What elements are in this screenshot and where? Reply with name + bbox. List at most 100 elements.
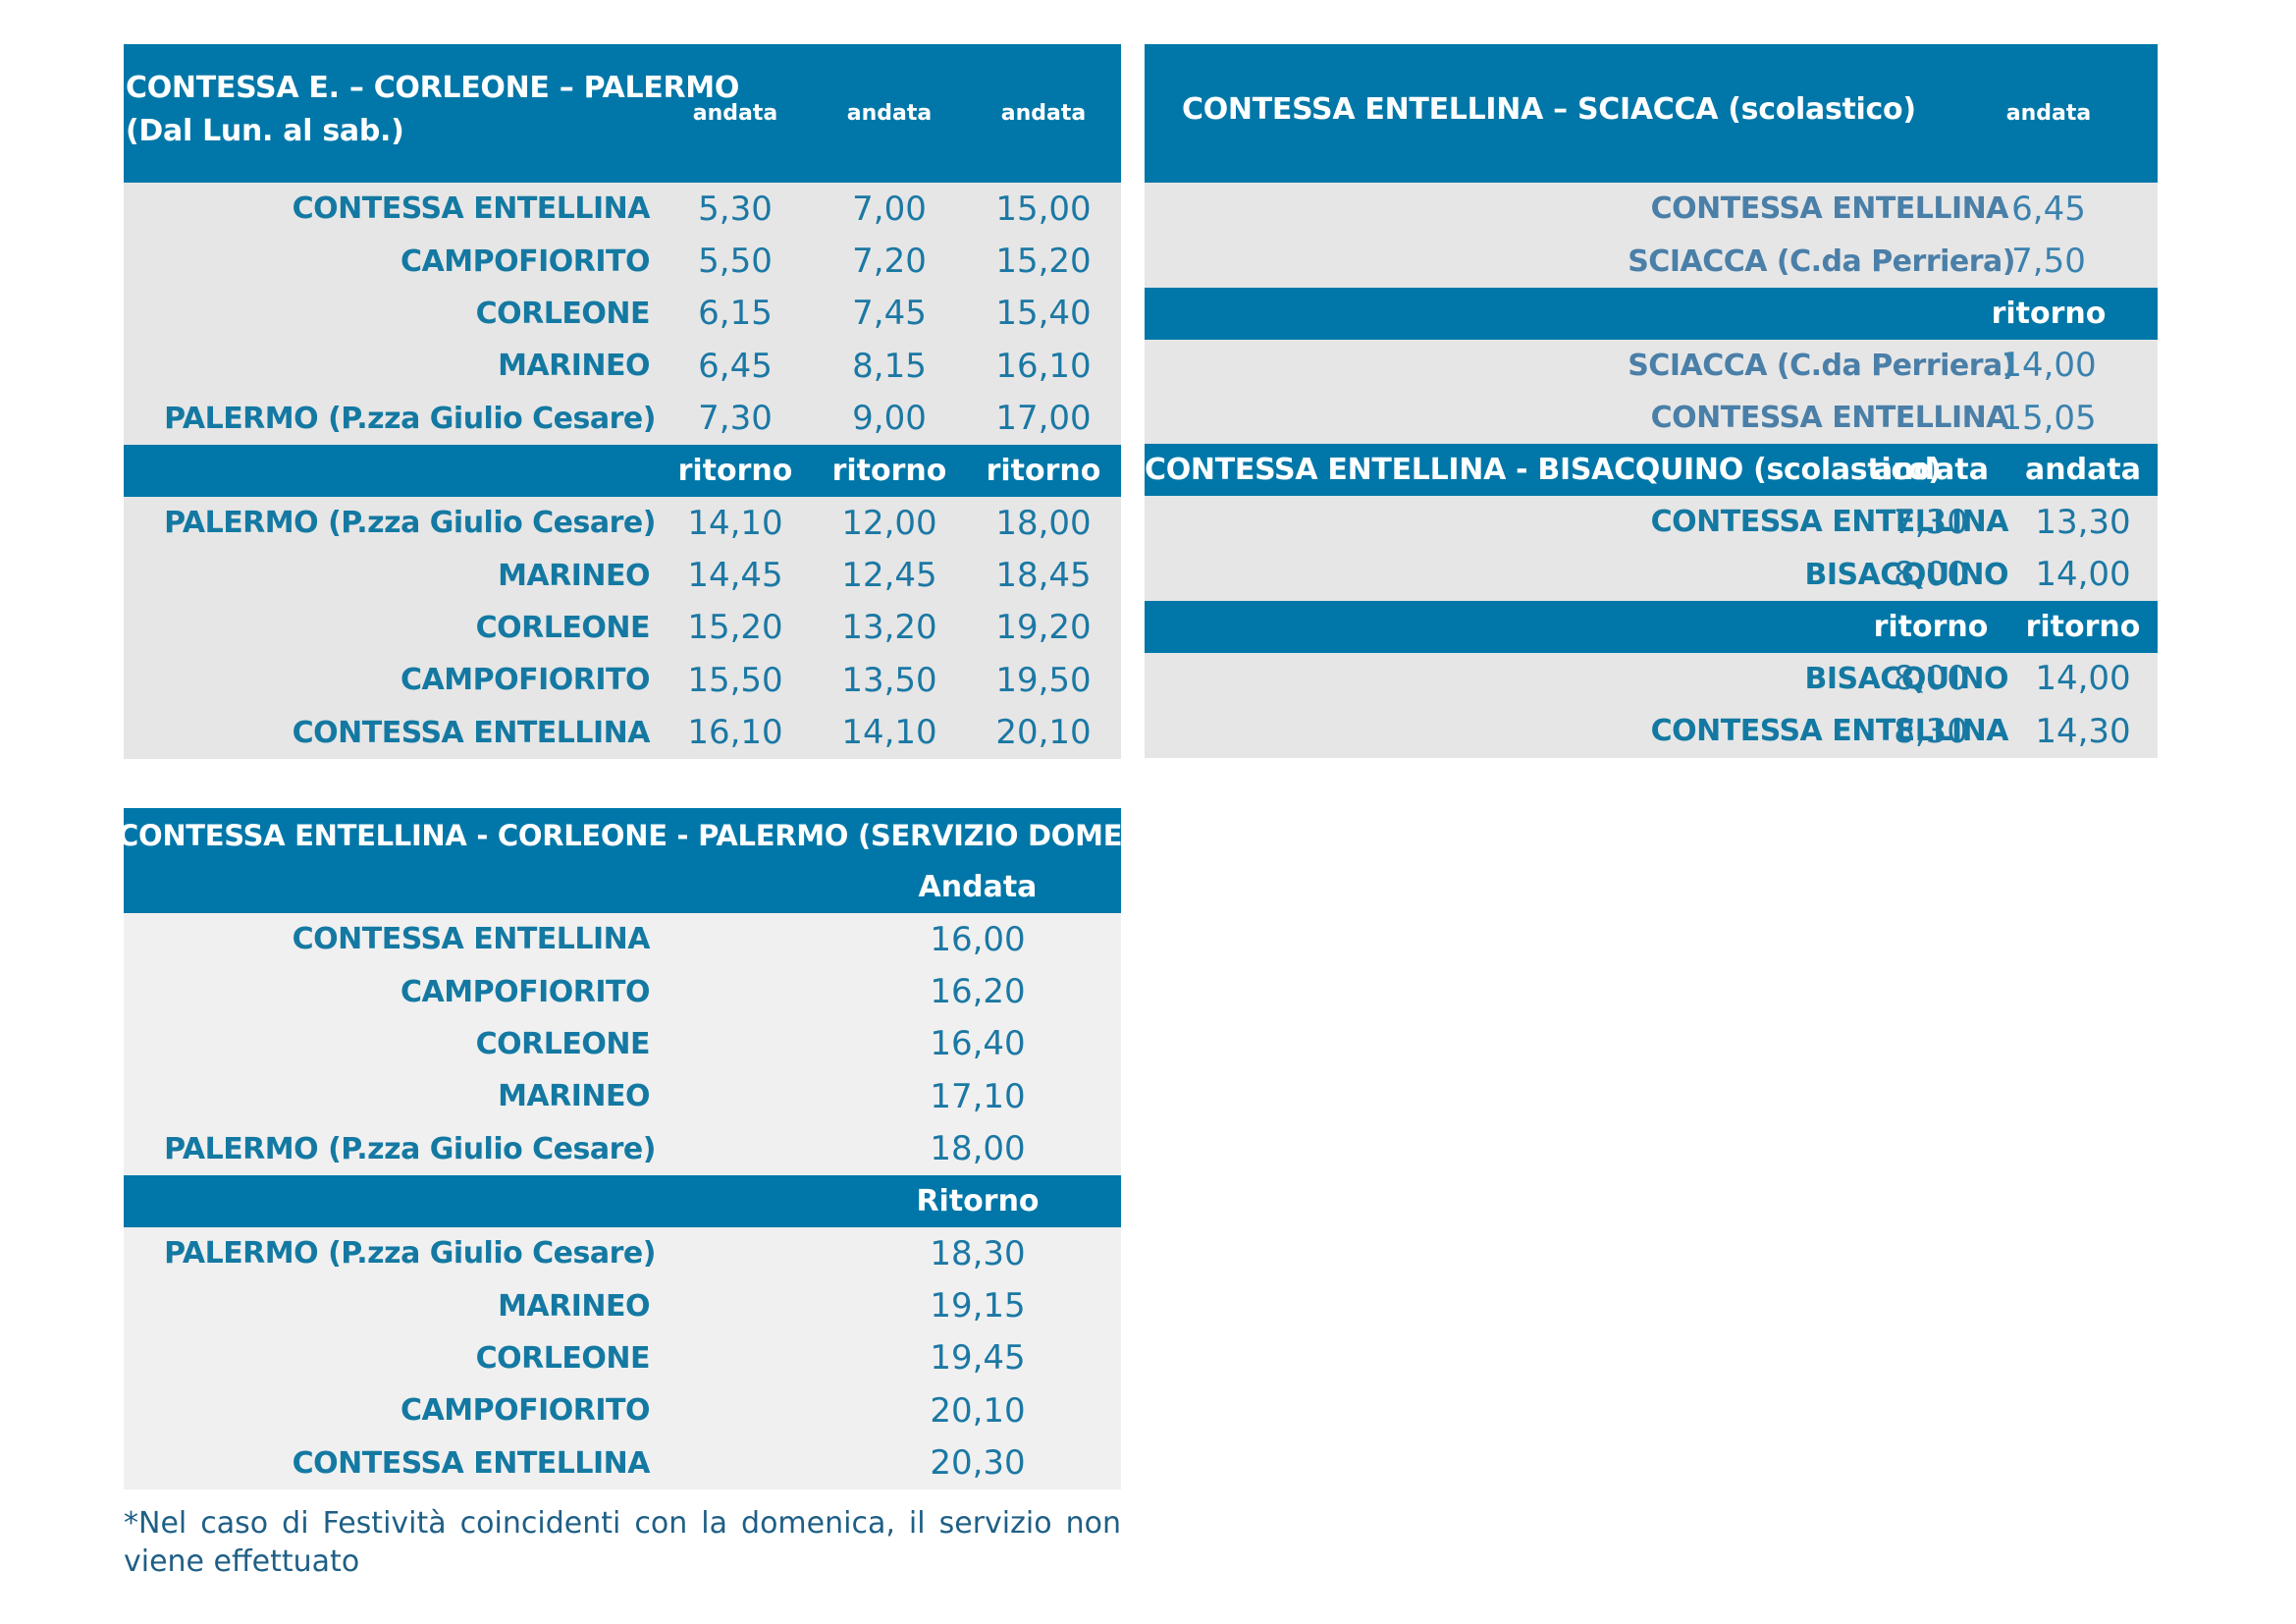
column-header: Ritorno [916,1183,1040,1218]
stop-name: MARINEO [498,1079,650,1114]
table-row: CORLEONE 6,15 7,45 15,40 [124,288,1121,340]
return-header: ritorno ritorno [1145,600,2158,653]
column-header: ritorno [831,453,947,488]
table-row: CAMPOFIORITO 15,50 13,50 19,50 [124,654,1121,706]
column-header: ritorno [1873,609,1989,644]
table-row: CONTESSA ENTELLINA 5,30 7,00 15,00 [124,183,1121,235]
column-header: andata [1873,453,1989,487]
stop-name: MARINEO [498,558,650,593]
stop-name: BISACQUINO [1804,661,2008,696]
table-row: CAMPOFIORITO 20,10 [124,1384,1121,1436]
column-header: ritorno [1991,296,2107,331]
stop-name: CONTESSA ENTELLINA [1650,191,2009,227]
stop-name: PALERMO (P.zza Giulio Cesare) [164,401,656,436]
table-row: CAMPOFIORITO 5,50 7,20 15,20 [124,235,1121,287]
table-row: CONTESSA ENTELLINA 16,00 [124,913,1121,965]
time-cell: 12,00 [841,503,937,543]
time-cell: 14,00 [2035,555,2131,595]
time-cell: 20,10 [930,1390,1026,1431]
timetable-contessa-bisacquino: CONTESSA ENTELLINA - BISACQUINO (scolast… [1145,444,2158,758]
stop-name: CONTESSA ENTELLINA [292,191,651,227]
table-row: CAMPOFIORITO 16,20 [124,965,1121,1017]
time-cell: 7,50 [2011,242,2086,282]
outbound-rows: CONTESSA ENTELLINA 16,00 CAMPOFIORITO 16… [124,913,1121,1175]
time-cell: 15,20 [687,608,783,648]
table-row: MARINEO 17,10 [124,1070,1121,1122]
table-header: CONTESSA ENTELLINA – SCIACCA (scolastico… [1145,44,2158,183]
table-row: MARINEO 19,15 [124,1279,1121,1331]
column-header: andata [2005,101,2092,126]
timetable-sunday-service: CONTESSA ENTELLINA - CORLEONE - PALERMO … [124,808,1121,1489]
stop-name: CAMPOFIORITO [400,1393,650,1429]
table-row: CONTESSA ENTELLINA 15,05 [1145,392,2158,444]
outbound-rows: CONTESSA ENTELLINA 6,45 SCIACCA (C.da Pe… [1145,183,2158,288]
time-cell: 15,50 [687,660,783,700]
table-row: CORLEONE 19,45 [124,1332,1121,1384]
time-cell: 14,00 [2035,659,2131,699]
stop-name: CORLEONE [475,296,651,331]
time-cell: 5,30 [698,189,773,229]
stop-name: CORLEONE [475,610,651,645]
inbound-rows: BISACQUINO 8,00 14,00 CONTESSA ENTELLINA… [1145,652,2158,758]
timetable-contessa-corleone-palermo: CONTESSA E. – CORLEONE – PALERMO (Dal Lu… [124,44,1121,759]
table-header: CONTESSA ENTELLINA - CORLEONE - PALERMO … [124,808,1121,913]
time-cell: 8,15 [852,346,927,386]
time-cell: 13,20 [841,608,937,648]
time-cell: 18,00 [930,1129,1026,1169]
stop-name: CONTESSA ENTELLINA [292,1445,651,1481]
time-cell: 8,30 [1894,711,1968,751]
footnote: *Nel caso di Festività coincidenti con l… [124,1506,1121,1579]
table-row: PALERMO (P.zza Giulio Cesare) 7,30 9,00 … [124,393,1121,445]
column-header: andata [846,101,933,126]
stop-name: CORLEONE [475,1340,651,1376]
table-row: PALERMO (P.zza Giulio Cesare) 18,30 [124,1227,1121,1279]
outbound-rows: CONTESSA ENTELLINA 5,30 7,00 15,00 CAMPO… [124,183,1121,445]
stop-name: CONTESSA ENTELLINA [1650,714,2009,749]
time-cell: 18,45 [995,556,1092,596]
time-cell: 18,30 [930,1233,1026,1273]
table-row: MARINEO 6,45 8,15 16,10 [124,340,1121,392]
stop-name: CONTESSA ENTELLINA [1650,505,2009,540]
table-row: BISACQUINO 8,00 14,00 [1145,653,2158,705]
time-cell: 13,50 [841,660,937,700]
stop-name: PALERMO (P.zza Giulio Cesare) [164,1131,656,1166]
time-cell: 14,10 [841,713,937,753]
stop-name: PALERMO (P.zza Giulio Cesare) [164,1236,656,1272]
column-header: ritorno [2025,609,2141,644]
table-row: SCIACCA (C.da Perriera) 14,00 [1145,340,2158,392]
time-cell: 15,20 [995,242,1092,282]
stop-name: SCIACCA (C.da Perriera) [1628,244,2015,279]
time-cell: 20,30 [930,1443,1026,1484]
time-cell: 16,40 [930,1024,1026,1064]
table-row: CORLEONE 15,20 13,20 19,20 [124,602,1121,654]
time-cell: 12,45 [841,556,937,596]
return-header: ritorno [1145,287,2158,340]
column-header: Andata [918,869,1038,904]
time-cell: 9,00 [852,399,927,439]
table-title: CONTESSA ENTELLINA - BISACQUINO (scolast… [1145,453,1942,487]
time-cell: 19,15 [930,1286,1026,1326]
column-header: andata [1000,101,1087,126]
outbound-rows: CONTESSA ENTELLINA 7,30 13,30 BISACQUINO… [1145,496,2158,601]
time-cell: 15,40 [995,294,1092,334]
table-header: CONTESSA ENTELLINA - BISACQUINO (scolast… [1145,444,2158,496]
table-title: CONTESSA ENTELLINA – SCIACCA (scolastico… [1182,92,1916,127]
time-cell: 8,00 [1894,555,1968,595]
time-cell: 16,20 [930,972,1026,1012]
stop-name: MARINEO [498,349,650,384]
stop-name: CORLEONE [475,1026,651,1061]
time-cell: 8,00 [1894,659,1968,699]
time-cell: 15,00 [995,189,1092,229]
time-cell: 7,30 [698,399,773,439]
column-header: andata [692,101,778,126]
table-header: CONTESSA E. – CORLEONE – PALERMO (Dal Lu… [124,44,1121,183]
time-cell: 16,10 [687,713,783,753]
table-title-line2: (Dal Lun. al sab.) [126,114,404,148]
time-cell: 19,50 [995,660,1092,700]
time-cell: 14,45 [687,556,783,596]
inbound-rows: PALERMO (P.zza Giulio Cesare) 14,10 12,0… [124,496,1121,759]
time-cell: 7,45 [852,294,927,334]
table-row: PALERMO (P.zza Giulio Cesare) 18,00 [124,1123,1121,1175]
time-cell: 14,00 [2001,346,2097,386]
stop-name: CONTESSA ENTELLINA [1650,401,2009,436]
